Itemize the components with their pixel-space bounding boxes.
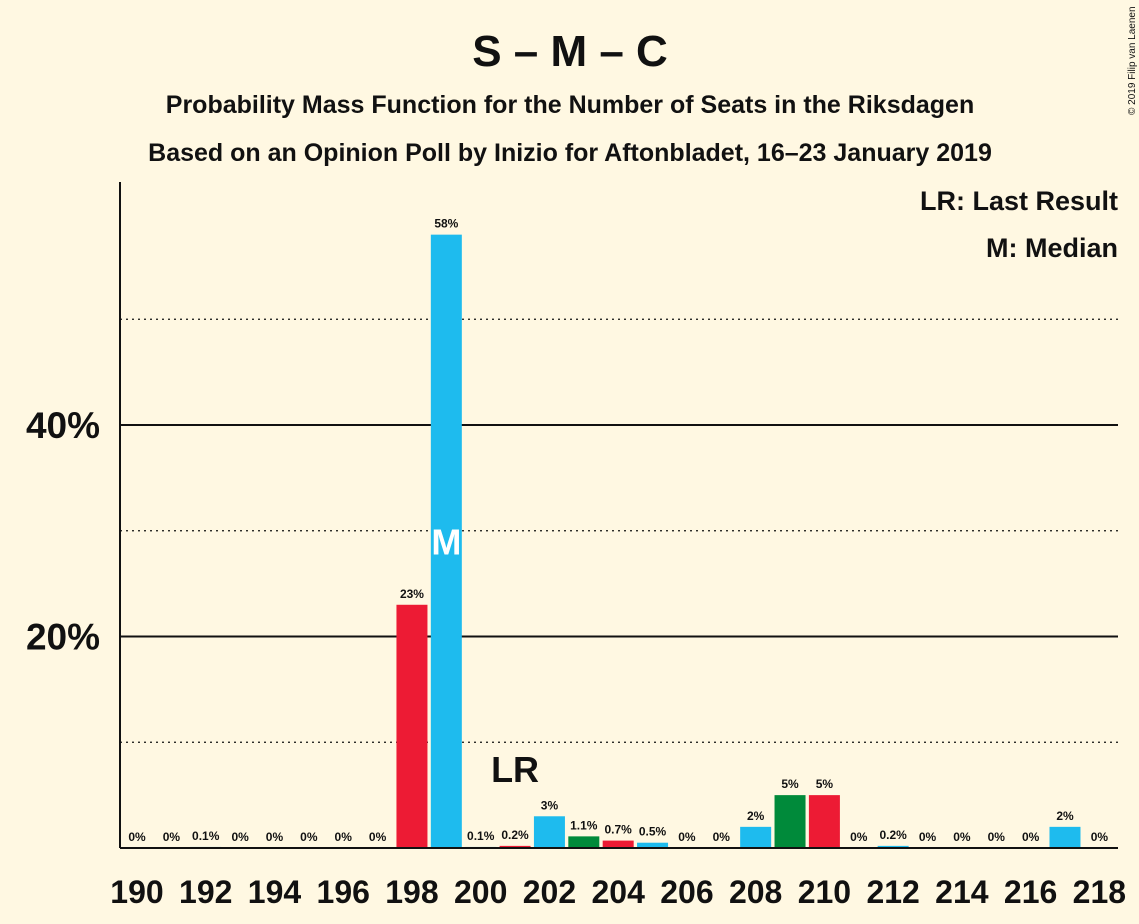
x-tick-label: 204 xyxy=(591,874,645,910)
x-tick-label: 214 xyxy=(935,874,989,910)
x-tick-label: 218 xyxy=(1073,874,1126,910)
y-tick-label: 40% xyxy=(26,405,100,446)
data-label: 0% xyxy=(128,830,146,844)
data-label: 1.1% xyxy=(570,818,598,832)
x-tick-label: 196 xyxy=(317,874,370,910)
data-label: 3% xyxy=(541,798,559,812)
bar xyxy=(1049,826,1081,848)
data-label: 5% xyxy=(816,777,834,791)
axes: 190 192 194 196 198 200 202 204 206 208 210 212 214 2… xyxy=(110,182,1126,910)
bar xyxy=(430,234,462,848)
bar xyxy=(396,604,428,848)
data-label: 5% xyxy=(781,777,799,791)
data-label: 0% xyxy=(953,830,971,844)
bar xyxy=(637,842,669,848)
bar xyxy=(499,845,531,848)
bar xyxy=(568,836,600,848)
gridlines: 20% 40% xyxy=(26,318,1118,743)
x-tick-label: 194 xyxy=(248,874,302,910)
data-label: 0% xyxy=(919,830,937,844)
legend-last-result: LR: Last Result xyxy=(920,186,1118,216)
bar xyxy=(533,816,565,848)
data-label: 2% xyxy=(1056,809,1074,823)
bar xyxy=(740,826,772,848)
data-label: 0% xyxy=(1091,830,1109,844)
x-tick-label: 202 xyxy=(523,874,576,910)
chart-title: S – M – C xyxy=(472,27,668,76)
x-tick-label: 200 xyxy=(454,874,507,910)
data-label: 0.1% xyxy=(192,829,220,843)
x-tick-label: 208 xyxy=(729,874,782,910)
data-label: 0% xyxy=(850,830,868,844)
data-label: 58% xyxy=(434,217,458,231)
data-label: 0% xyxy=(713,830,731,844)
data-label: 0% xyxy=(163,830,181,844)
data-label: 0% xyxy=(300,830,318,844)
chart-subtitle-1: Probability Mass Function for the Number… xyxy=(166,91,974,119)
data-label: 0.2% xyxy=(879,828,907,842)
bar xyxy=(774,795,806,848)
bar xyxy=(808,795,840,848)
data-label: 23% xyxy=(400,587,424,601)
data-label: 0.1% xyxy=(467,829,495,843)
bar xyxy=(602,840,634,848)
data-label: 0% xyxy=(335,830,353,844)
data-label: 0% xyxy=(678,830,696,844)
data-label: 2% xyxy=(747,809,765,823)
y-tick-label: 20% xyxy=(26,617,100,658)
x-tick-label: 206 xyxy=(660,874,713,910)
legend-median: M: Median xyxy=(986,233,1118,263)
x-tick-label: 192 xyxy=(179,874,232,910)
value-labels: 0% 0% 0.1% 0% 0% 0% 0% 0% 23% 58% 0.1% 0.2% 3% 1.1% 0.… xyxy=(128,217,1108,844)
chart-subtitle-2: Based on an Opinion Poll by Inizio for A… xyxy=(148,139,992,167)
bar xyxy=(877,845,909,848)
x-tick-label: 216 xyxy=(1004,874,1057,910)
data-label: 0% xyxy=(988,830,1006,844)
x-tick-label: 212 xyxy=(866,874,919,910)
copyright-notice: © 2019 Filip van Laenen xyxy=(1127,6,1138,115)
median-marker: M xyxy=(431,521,461,562)
data-label: 0% xyxy=(231,830,249,844)
data-label: 0.7% xyxy=(605,823,633,837)
data-label: 0.2% xyxy=(501,828,529,842)
last-result-marker: LR xyxy=(491,749,539,790)
data-label: 0% xyxy=(369,830,387,844)
x-tick-label: 198 xyxy=(385,874,438,910)
data-label: 0% xyxy=(1022,830,1040,844)
markers: LR M xyxy=(431,521,539,790)
x-tick-label: 190 xyxy=(110,874,163,910)
bars xyxy=(190,234,1081,848)
data-label: 0% xyxy=(266,830,284,844)
x-tick-label: 210 xyxy=(798,874,851,910)
data-label: 0.5% xyxy=(639,825,667,839)
